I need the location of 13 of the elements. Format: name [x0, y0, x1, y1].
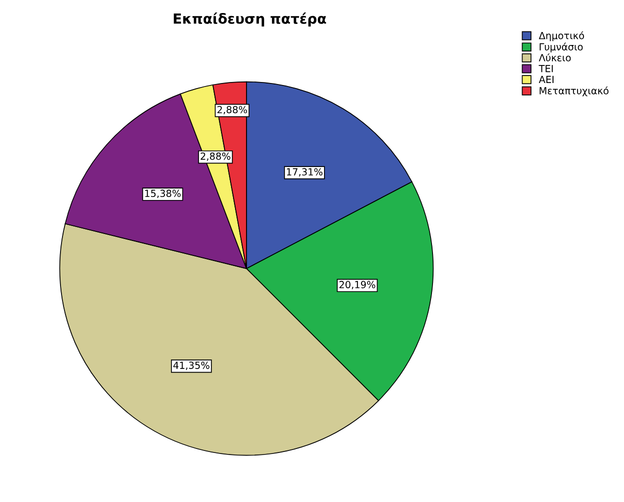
chart-title: Εκπαίδευση πατέρα: [174, 12, 326, 27]
legend-label: Λύκειο: [538, 53, 571, 62]
data-label: 2,88%: [200, 152, 230, 161]
data-label: 2,88%: [217, 106, 248, 114]
legend-label: ΑΕΙ: [538, 76, 554, 83]
legend-label: Γυμνάσιο: [540, 42, 583, 52]
data-label: 20,19%: [339, 280, 376, 290]
legend-label: Δημοτικό: [538, 31, 584, 42]
legend-label: Μεταπτυχιακό: [540, 86, 608, 96]
data-label: 41,35%: [173, 362, 210, 370]
data-label: 15,38%: [145, 190, 181, 198]
legend-label: ΤΕΙ: [538, 65, 553, 72]
data-label: 17,31%: [286, 168, 322, 177]
